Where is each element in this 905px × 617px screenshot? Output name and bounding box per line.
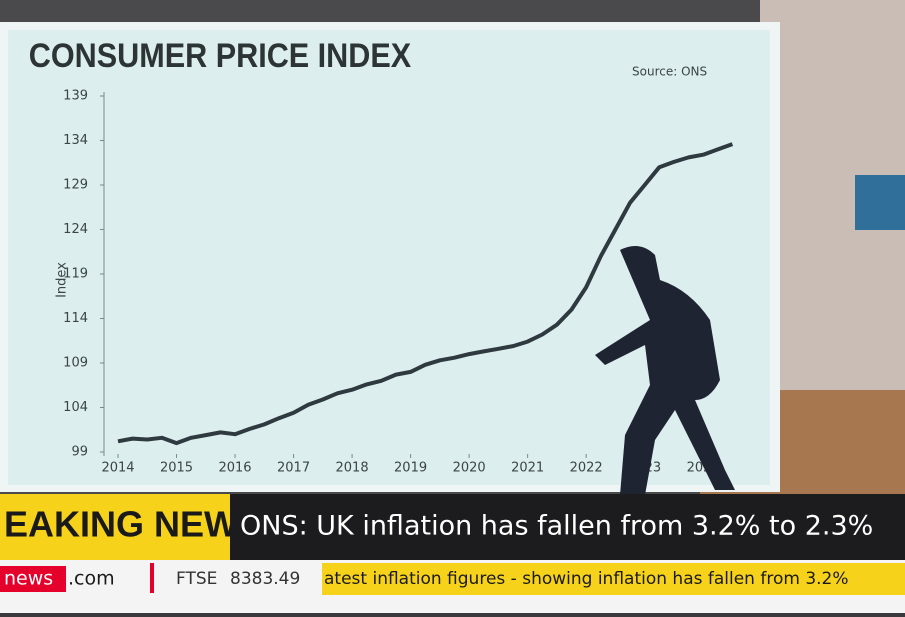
y-tick-label: 104 xyxy=(63,400,88,415)
x-tick-label: 2014 xyxy=(101,461,134,476)
x-tick-label: 2021 xyxy=(511,461,544,476)
y-tick-label: 119 xyxy=(63,267,88,282)
ticker-index: FTSE xyxy=(176,569,217,589)
banner-label-box xyxy=(0,494,230,560)
banner-label: EAKING NEWS xyxy=(4,504,262,545)
ticker-index-value: 8383.49 xyxy=(230,569,300,589)
y-tick-label: 134 xyxy=(63,133,88,148)
chart-source: Source: ONS xyxy=(632,65,707,79)
logo-box xyxy=(0,566,66,592)
presenter xyxy=(595,246,735,495)
y-tick-label: 139 xyxy=(63,89,88,104)
ticker-divider xyxy=(150,563,154,593)
x-tick-label: 2019 xyxy=(394,461,427,476)
banner-bar xyxy=(230,494,905,560)
x-tick-label: 2022 xyxy=(570,461,603,476)
ticker-text-box xyxy=(322,563,905,595)
x-tick-label: 2015 xyxy=(160,461,193,476)
y-tick-label: 109 xyxy=(63,356,88,371)
plot: 99 104 109 114 119 124 129 134 139 2014 2015 2016 20… xyxy=(63,89,734,476)
banner-headline: ONS: UK inflation has fallen from 3.2% t… xyxy=(240,511,873,542)
chart-title: CONSUMER PRICE INDEX xyxy=(29,37,412,75)
cpi-line xyxy=(117,142,734,446)
y-tick-label: 129 xyxy=(63,178,88,193)
logo-news: news xyxy=(4,568,53,590)
logo-com: .com xyxy=(68,568,115,590)
ticker-text: atest inflation figures - showing inflat… xyxy=(324,569,849,589)
y-axis-label: Index xyxy=(55,262,70,298)
y-tick-label: 124 xyxy=(63,222,88,237)
x-tick-label: 2020 xyxy=(453,461,486,476)
x-tick-label: 2018 xyxy=(336,461,369,476)
y-tick-label: 114 xyxy=(63,311,88,326)
screen-small xyxy=(855,175,905,230)
y-tick-label: 99 xyxy=(71,445,88,460)
x-tick-label: 2016 xyxy=(218,461,251,476)
x-tick-label: 2017 xyxy=(277,461,310,476)
